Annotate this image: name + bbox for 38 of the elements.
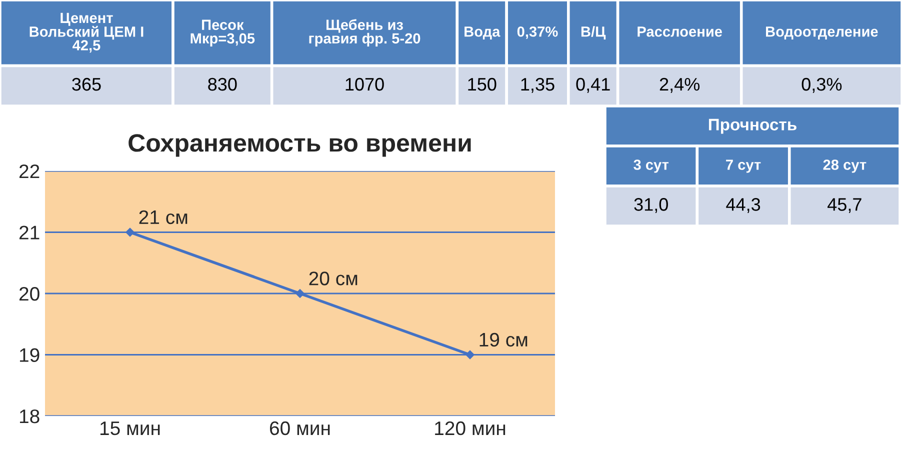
- text: 1,35: [521, 78, 554, 93]
- text: Прочность: [708, 118, 796, 134]
- category-label: Вода: [464, 26, 500, 40]
- point: [126, 228, 134, 237]
- x-tick-label: 15 мин: [100, 422, 160, 436]
- text: 31,0: [634, 198, 668, 213]
- category-label: Песок Мкр=3,05: [190, 20, 255, 46]
- category-label: 7 сут: [726, 160, 761, 173]
- chart-title: Сохраняемость во времени: [128, 134, 471, 157]
- x-tick-label: 120 мин: [435, 421, 506, 436]
- text: 830: [208, 78, 237, 91]
- y-tick-label: 19: [20, 348, 40, 362]
- text: 45,7: [828, 198, 862, 213]
- y-tick-label: 21: [19, 226, 40, 240]
- y-tick-label: 20: [19, 286, 40, 301]
- text: 1070: [346, 78, 384, 91]
- point: [466, 350, 474, 360]
- text: 0,3%: [802, 78, 842, 93]
- text: 0,41: [576, 78, 610, 93]
- text: 150: [468, 78, 496, 91]
- text: 44,3: [726, 198, 760, 213]
- y-tick-label: 18: [20, 409, 40, 424]
- text: 2,4%: [660, 78, 700, 93]
- category-label: Расслоение: [638, 26, 722, 37]
- category-label: 0,37%: [517, 26, 558, 39]
- category-label: В/Ц: [581, 26, 606, 40]
- category-label: 28 сут: [823, 160, 866, 173]
- x-tick-label: 60 мин: [270, 421, 330, 436]
- data-label: 20 см: [309, 272, 358, 286]
- category-label: 3 сут: [634, 160, 669, 173]
- y-tick-label: 22: [19, 164, 40, 178]
- data-label: 19 см: [480, 332, 528, 347]
- category-label: Щебень из гравия фр. 5-20: [309, 19, 420, 46]
- point: [296, 289, 304, 298]
- data-label: 21 см: [139, 210, 188, 224]
- text: 365: [72, 78, 101, 91]
- category-label: Водоотделение: [766, 26, 878, 40]
- category-label: Цемент Вольский ЦЕМ I 42,5: [30, 12, 144, 53]
